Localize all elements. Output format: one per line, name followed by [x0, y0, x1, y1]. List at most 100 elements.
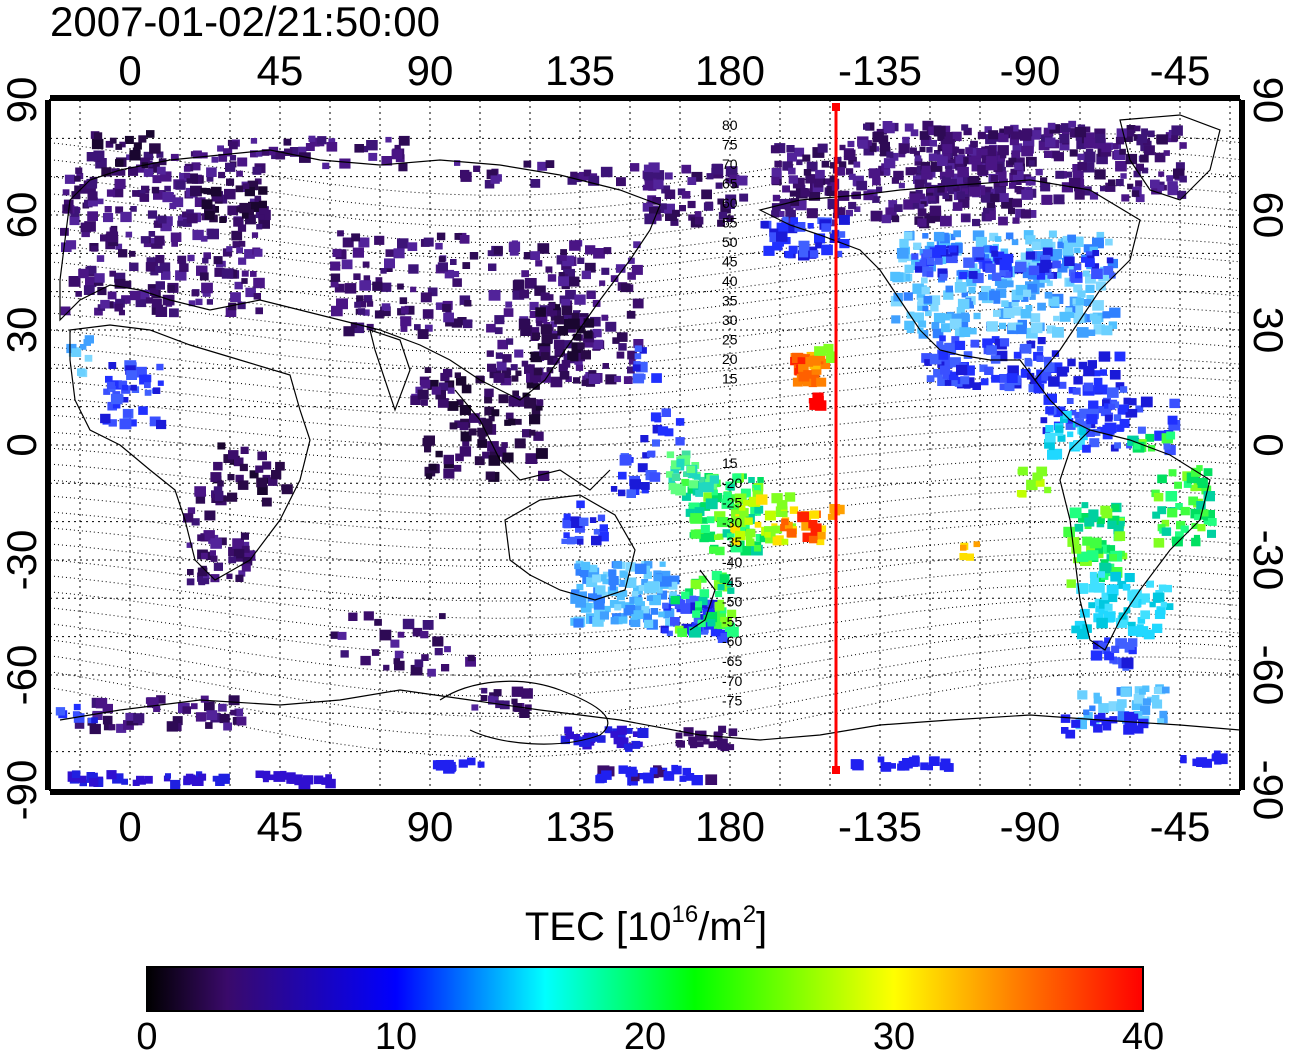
- tec-cell: [205, 722, 213, 729]
- tec-cell: [781, 538, 789, 545]
- tec-cell: [583, 318, 595, 328]
- tec-cell: [255, 307, 263, 315]
- tec-cell: [624, 577, 637, 588]
- tec-cell: [1163, 443, 1171, 450]
- tec-cell: [1143, 145, 1155, 156]
- tec-cell: [717, 633, 729, 643]
- tec-cell: [203, 530, 215, 541]
- tec-cell: [1098, 271, 1110, 282]
- tec-cell: [524, 704, 532, 711]
- tec-cell: [130, 384, 137, 391]
- tec-cell: [1086, 550, 1099, 561]
- tec-cell: [1207, 518, 1217, 526]
- tec-cell: [828, 219, 837, 227]
- tec-cell: [785, 209, 796, 220]
- tec-cell: [726, 201, 735, 209]
- tec-cell: [913, 242, 922, 250]
- tec-cell: [115, 243, 123, 250]
- tec-cell: [1141, 128, 1148, 135]
- tec-cell: [228, 556, 237, 564]
- tec-cell: [1104, 414, 1113, 422]
- tec-cell: [1103, 648, 1110, 654]
- tec-cell: [798, 363, 809, 373]
- tec-cell: [439, 613, 446, 620]
- tec-cell: [125, 712, 135, 721]
- tec-cell: [942, 193, 950, 199]
- tec-cell: [690, 529, 701, 539]
- tec-cell: [453, 464, 462, 472]
- tec-cell: [1119, 386, 1128, 393]
- tec-cell: [177, 255, 187, 264]
- contour-label-south-1: -20: [722, 475, 742, 491]
- tec-cell: [1072, 236, 1084, 247]
- tec-cell: [703, 202, 714, 211]
- tec-cell: [594, 609, 605, 620]
- tec-cell: [253, 277, 265, 289]
- tec-cell: [984, 126, 992, 133]
- tec-cell: [714, 511, 726, 522]
- tec-cell: [835, 167, 846, 176]
- tec-cell: [638, 585, 646, 591]
- tec-cell: [845, 209, 853, 217]
- tec-cell: [523, 160, 532, 168]
- tec-cell: [155, 306, 168, 317]
- tec-cell: [830, 162, 838, 169]
- tec-cell: [1000, 248, 1009, 256]
- tec-cell: [1040, 177, 1048, 184]
- tec-cell: [720, 616, 732, 628]
- tec-cell: [991, 250, 999, 257]
- tec-cell: [1074, 127, 1087, 138]
- tec-cell: [1157, 718, 1165, 725]
- tec-cell: [662, 602, 669, 609]
- tec-cell: [494, 327, 503, 335]
- tec-cell: [693, 596, 700, 602]
- tec-cell: [803, 169, 812, 176]
- tec-cell: [1183, 480, 1192, 488]
- tec-cell: [990, 193, 1000, 203]
- tec-cell: [1113, 524, 1124, 535]
- tec-cell: [144, 775, 153, 784]
- tec-cell: [191, 775, 204, 786]
- tec-cell: [555, 348, 563, 356]
- tec-cell: [652, 424, 663, 434]
- tec-cell: [108, 419, 117, 427]
- tec-cell: [734, 493, 747, 505]
- tec-cell: [337, 631, 347, 640]
- tec-cell: [530, 379, 539, 387]
- tec-cell: [155, 281, 165, 290]
- x-tick-bottom-4: 180: [694, 803, 766, 850]
- tec-cell: [397, 631, 405, 638]
- tec-cell: [605, 321, 617, 332]
- tec-cell: [928, 756, 940, 766]
- tec-cell: [994, 236, 1002, 242]
- tec-cell: [118, 249, 128, 258]
- tec-cell: [352, 322, 365, 334]
- tec-cell: [839, 144, 846, 151]
- tec-cell: [1194, 514, 1201, 521]
- contour-label-north-4: 60: [722, 195, 738, 211]
- tec-cell: [86, 152, 98, 162]
- tec-cell: [936, 156, 948, 166]
- tec-cell: [571, 589, 579, 597]
- tec-cell: [636, 361, 648, 373]
- tec-cell: [668, 482, 677, 490]
- tec-cell: [1197, 524, 1206, 532]
- tec-cell: [112, 401, 121, 409]
- tec-cell: [905, 254, 913, 262]
- tec-cell: [64, 174, 76, 184]
- tec-cell: [1137, 134, 1148, 143]
- tec-cell: [898, 143, 910, 154]
- tec-cell: [243, 550, 256, 561]
- tec-cell: [561, 305, 573, 315]
- tec-cell: [147, 210, 158, 219]
- tec-cell: [1073, 557, 1080, 564]
- tec-cell: [787, 152, 797, 162]
- tec-cell: [619, 590, 628, 597]
- tec-cell: [653, 179, 664, 189]
- tec-cell: [529, 372, 541, 382]
- tec-cell: [63, 199, 74, 209]
- tec-cell: [1023, 136, 1035, 147]
- tec-cell: [956, 364, 968, 376]
- tec-cell: [681, 191, 691, 199]
- tec-cell: [661, 570, 671, 580]
